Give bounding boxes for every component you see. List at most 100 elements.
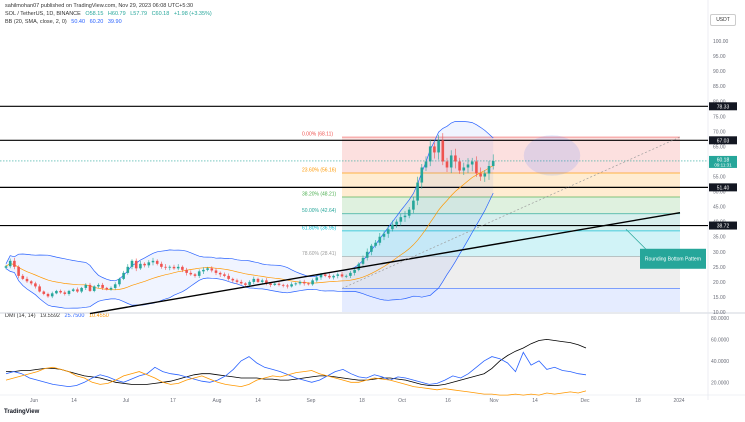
candle-body bbox=[269, 283, 272, 285]
candle-body bbox=[105, 287, 109, 290]
candle-body bbox=[147, 262, 151, 266]
ohlc-low: L57.79 bbox=[130, 11, 148, 17]
trendline bbox=[89, 211, 681, 315]
dmi-series-adx bbox=[6, 338, 587, 386]
candle-body bbox=[286, 285, 289, 287]
candle-body bbox=[458, 161, 461, 171]
fib-level-label: 61.80% (36.95) bbox=[302, 225, 337, 231]
candle-body bbox=[8, 260, 12, 267]
candle-body bbox=[101, 284, 104, 288]
candle-body bbox=[386, 229, 390, 234]
level-price-label: 78.33 bbox=[717, 104, 730, 110]
candle-body bbox=[433, 146, 436, 153]
price-tick: 75.00 bbox=[713, 114, 726, 120]
candle-body bbox=[46, 293, 50, 297]
candle-body bbox=[118, 278, 121, 285]
candle-body bbox=[407, 209, 411, 216]
candle-body bbox=[202, 269, 205, 272]
candle-body bbox=[164, 266, 167, 268]
last-price-badge bbox=[709, 155, 737, 168]
candle-body bbox=[273, 283, 277, 285]
candle-body bbox=[76, 289, 79, 292]
symbol-title: SOL / TetherUS, 1D, BINANCE bbox=[5, 11, 81, 17]
dmi-series-di bbox=[5, 366, 587, 396]
dmi-tick: 40.0000 bbox=[711, 359, 729, 365]
candle-body bbox=[172, 266, 176, 269]
fib-level-label: 78.60% (28.41) bbox=[302, 251, 337, 257]
candle-body bbox=[4, 266, 8, 268]
price-tick: 35.00 bbox=[713, 235, 726, 241]
candle-body bbox=[475, 161, 478, 174]
candle-body bbox=[315, 277, 319, 281]
time-tick: 14 bbox=[255, 398, 261, 404]
bb-lower-line bbox=[5, 192, 494, 309]
candle-body bbox=[42, 291, 46, 294]
candle-body bbox=[424, 161, 428, 168]
candle-body bbox=[17, 266, 20, 276]
fib-diagonal bbox=[341, 136, 681, 289]
candle-body bbox=[59, 290, 62, 293]
bb-fill bbox=[6, 121, 494, 309]
time-tick: Aug bbox=[213, 398, 222, 404]
candle-body bbox=[122, 272, 125, 279]
brand-text: TradingView bbox=[4, 409, 40, 415]
candle-body bbox=[88, 284, 92, 291]
candle-body bbox=[470, 161, 474, 165]
candle-body bbox=[34, 283, 37, 287]
price-tick: 65.00 bbox=[713, 144, 726, 150]
fib-band bbox=[342, 230, 680, 257]
fib-level-label: 23.60% (56.16) bbox=[302, 168, 337, 174]
dmi-legend[interactable]: DMI (14, 14) 19.5592 25.7500 10.4550 bbox=[5, 313, 112, 319]
bb-legend[interactable]: BB (20, SMA, close, 2, 0) 50.40 60.20 39… bbox=[5, 19, 125, 25]
candle-body bbox=[256, 278, 260, 282]
candle-body bbox=[109, 287, 113, 290]
ohlc-change: +1.98 (+3.35%) bbox=[173, 11, 212, 17]
candle-body bbox=[420, 167, 424, 183]
price-tick: 15.00 bbox=[713, 295, 726, 301]
candle-body bbox=[483, 173, 487, 177]
candle-body bbox=[290, 284, 293, 287]
level-price-label: 51.40 bbox=[717, 185, 730, 191]
currency-selector[interactable]: USDT bbox=[710, 14, 736, 26]
candle-body bbox=[155, 260, 159, 264]
fib-band bbox=[342, 256, 680, 289]
candle-body bbox=[260, 280, 264, 282]
candle-body bbox=[357, 263, 361, 270]
candle-body bbox=[25, 278, 29, 282]
level-price-badge bbox=[709, 183, 737, 192]
tradingview-logo: TradingView bbox=[4, 409, 39, 415]
candle-body bbox=[193, 274, 197, 276]
candle-body bbox=[349, 272, 352, 276]
time-tick: Jul bbox=[123, 398, 129, 404]
dmi-tick: 80.0000 bbox=[711, 316, 729, 322]
candle-body bbox=[223, 274, 226, 276]
fib-band bbox=[342, 288, 680, 312]
candle-body bbox=[361, 257, 365, 264]
price-tick: 95.00 bbox=[713, 54, 726, 60]
candle-body bbox=[265, 280, 268, 284]
candle-body bbox=[160, 263, 163, 267]
price-tick: 80.00 bbox=[713, 99, 726, 105]
time-tick: 14 bbox=[71, 398, 77, 404]
candle-body bbox=[168, 266, 172, 268]
candle-body bbox=[374, 242, 377, 246]
candle-body bbox=[214, 270, 218, 273]
candle-body bbox=[71, 289, 75, 291]
candle-body bbox=[235, 280, 239, 282]
price-tick: 90.00 bbox=[713, 69, 726, 75]
price-tick: 85.00 bbox=[713, 84, 726, 90]
level-price-badge bbox=[709, 221, 737, 230]
dmi-label: DMI (14, 14) bbox=[5, 313, 36, 319]
time-tick: Nov bbox=[490, 398, 499, 404]
publisher-text: sahilmohan07 published on TradingView.co… bbox=[5, 3, 194, 9]
candle-body bbox=[491, 160, 495, 166]
candle-body bbox=[13, 260, 16, 267]
candle-body bbox=[416, 182, 419, 201]
candle-body bbox=[332, 275, 335, 278]
fib-level-label: 0.00% (68.11) bbox=[302, 132, 333, 138]
fib-band bbox=[342, 137, 680, 174]
price-tick: 30.00 bbox=[713, 250, 726, 256]
candle-body bbox=[134, 260, 138, 269]
time-tick: 14 bbox=[532, 398, 538, 404]
